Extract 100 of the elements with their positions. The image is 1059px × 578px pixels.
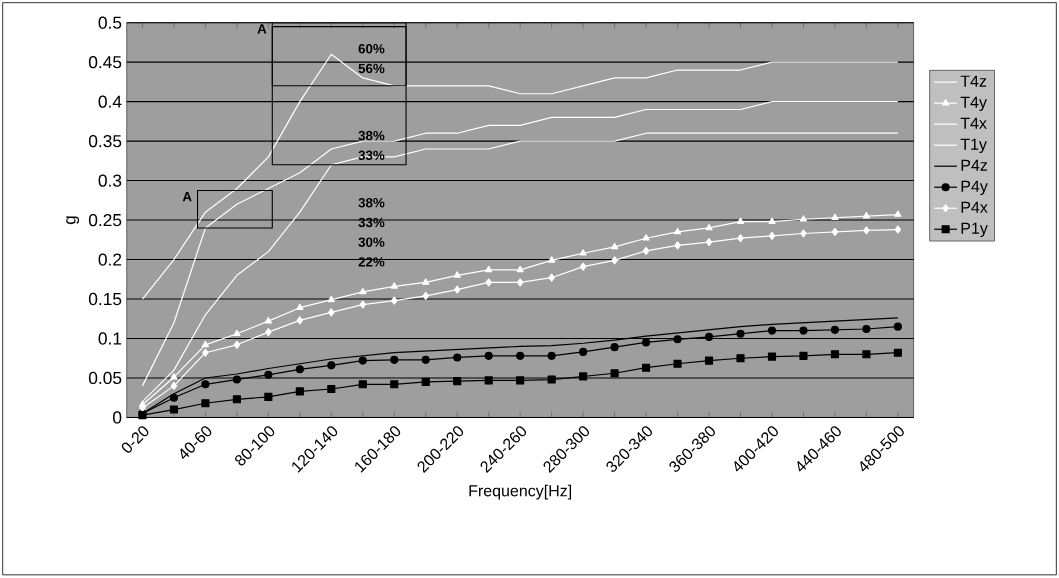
y-tick-label: 0.2: [98, 253, 122, 266]
point: [610, 243, 619, 250]
point: [359, 300, 366, 309]
y-tick-label: 0.35: [88, 135, 122, 148]
point: [516, 352, 525, 361]
annotation: 33%: [358, 150, 385, 161]
point: [830, 325, 839, 335]
y-tick-label: 0.15: [88, 293, 122, 306]
point: [548, 273, 555, 283]
point: [893, 322, 902, 331]
point: [170, 373, 178, 380]
point: [484, 352, 493, 361]
point: [673, 359, 682, 369]
point: [767, 326, 777, 335]
point: [799, 326, 808, 335]
legend-label: T4y: [960, 96, 987, 112]
point: [358, 356, 367, 365]
legend-label: T4z: [960, 75, 987, 87]
annotation: A: [257, 24, 267, 34]
point: [862, 350, 871, 359]
point: [233, 329, 241, 337]
point: [768, 232, 776, 241]
point: [548, 256, 556, 263]
point: [863, 226, 870, 235]
point: [673, 335, 682, 344]
point: [201, 340, 210, 348]
annotation: 60%: [358, 44, 385, 54]
point: [391, 296, 398, 305]
point: [705, 238, 713, 247]
point: [485, 265, 493, 273]
point: [390, 282, 398, 289]
point: [327, 295, 335, 303]
point: [170, 382, 178, 391]
annotation: 56%: [358, 64, 385, 74]
point: [704, 356, 714, 365]
point: [201, 380, 210, 389]
point: [516, 278, 524, 287]
legend-label: P1y: [961, 223, 988, 238]
point: [454, 285, 461, 294]
point: [202, 348, 209, 358]
point: [233, 340, 241, 350]
x-axis-title: Frequency[Hz]: [469, 484, 572, 500]
point: [831, 228, 839, 237]
point: [422, 292, 429, 301]
legend-label: T4x: [960, 117, 987, 129]
point: [736, 217, 745, 225]
x-tick-label: 0-20: [121, 426, 149, 453]
point: [390, 356, 399, 365]
point: [862, 212, 871, 219]
y-tick-label: 0: [113, 411, 122, 424]
point: [862, 325, 871, 334]
point: [232, 395, 241, 404]
point: [516, 376, 525, 385]
point: [642, 234, 650, 241]
point: [737, 234, 744, 243]
point: [328, 308, 335, 317]
point: [264, 371, 273, 380]
y-tick-label: 0.25: [88, 214, 122, 227]
point: [264, 393, 273, 402]
point: [799, 352, 808, 361]
point: [894, 225, 902, 234]
y-tick-label: 0.05: [88, 372, 122, 385]
point: [642, 247, 650, 256]
point: [704, 333, 714, 342]
y-tick-label: 0.45: [88, 56, 122, 69]
point: [453, 353, 462, 362]
point: [421, 378, 430, 387]
y-axis-title: g: [66, 216, 80, 225]
legend-label: T1y: [960, 138, 987, 154]
point: [610, 369, 619, 378]
point: [673, 228, 682, 235]
point: [642, 338, 651, 347]
point: [295, 387, 304, 396]
point: [453, 377, 462, 386]
point: [295, 365, 304, 374]
point: [359, 288, 367, 295]
point: [642, 363, 651, 373]
y-tick-label: 0.3: [98, 174, 122, 187]
point: [516, 265, 524, 273]
point: [831, 213, 839, 221]
point: [453, 271, 461, 278]
point: [674, 241, 681, 250]
point: [800, 229, 807, 238]
point: [169, 405, 178, 414]
point: [296, 316, 304, 325]
point: [579, 348, 588, 357]
annotation: 38%: [358, 198, 385, 208]
point: [169, 393, 178, 403]
y-tick-label: 0.5: [98, 16, 122, 30]
point: [894, 210, 902, 218]
point: [421, 356, 430, 365]
point: [579, 372, 588, 381]
point: [547, 375, 556, 384]
point: [265, 328, 272, 337]
point: [768, 217, 776, 225]
y-tick-label: 0.4: [98, 95, 122, 109]
point: [327, 385, 336, 394]
legend-label: P4x: [961, 201, 988, 213]
point: [232, 375, 241, 384]
legend-label: P4z: [961, 159, 988, 171]
